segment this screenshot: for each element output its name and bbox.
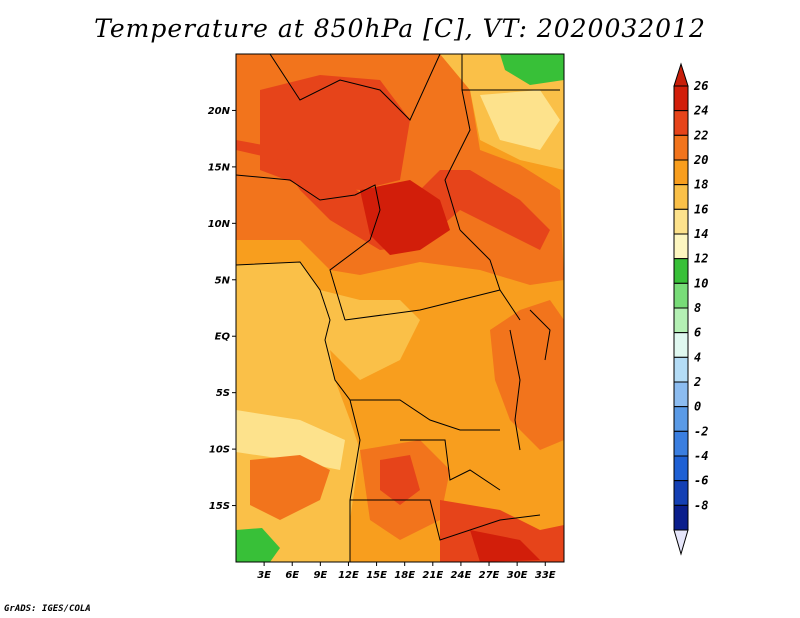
colorbar-segment [673, 307, 689, 334]
border-rift [509, 329, 521, 451]
colorbar-segment [673, 85, 689, 112]
map-title: Temperature at 850hPa [C], VT: 202003201… [94, 14, 706, 43]
colorbar-segment [673, 208, 689, 235]
colorbar-label: 4 [694, 350, 701, 364]
field-se-hot [440, 500, 564, 562]
field-ne-pale [480, 90, 560, 150]
lat-tick-label: 10N [208, 219, 231, 230]
lon-tick-label: 21E [422, 570, 443, 581]
colorbar-segment [673, 282, 689, 309]
field-north-hottest [360, 180, 450, 255]
lon-tick-label: 12E [338, 570, 359, 581]
latitude-axis: 20N 15N 10N 5N EQ 5S 10S 15S [208, 106, 236, 512]
colorbar-label: 0 [694, 400, 701, 414]
colorbar-label: -8 [694, 498, 708, 512]
lat-tick-label: 15S [209, 501, 230, 512]
colorbar-segment [673, 406, 689, 432]
colorbar-segment [673, 233, 689, 260]
colorbar-label: 18 [694, 178, 708, 192]
field-ne-green [500, 54, 564, 85]
lat-tick-label: 5S [216, 388, 230, 399]
colorbar-label: 6 [694, 326, 701, 340]
lon-tick-label: 24E [451, 570, 472, 581]
field-sw-green [236, 528, 280, 562]
colorbar-label: 20 [693, 153, 708, 167]
colorbar-label: 22 [693, 128, 708, 142]
lon-tick-label: 27E [479, 570, 500, 581]
colorbar-segment [673, 258, 689, 284]
colorbar-top-triangle [673, 62, 689, 87]
colorbar-segment [673, 184, 689, 210]
lon-tick-label: 6E [285, 570, 299, 581]
coastline [236, 261, 361, 562]
longitude-axis: 3E 6E 9E 12E 15E 18E 21E 24E 27E 30E 33E [257, 562, 556, 581]
lon-tick-label: 18E [394, 570, 415, 581]
colorbar-label: 10 [694, 276, 708, 290]
field-north-hot-1 [260, 75, 410, 190]
colorbar-label: 24 [693, 104, 708, 118]
map-frame [235, 53, 565, 563]
country-boundaries [236, 54, 560, 562]
colorbar-label: -4 [694, 449, 708, 463]
border-drc-angola [350, 399, 500, 431]
lon-tick-label: 3E [257, 570, 271, 581]
colorbar-segment [673, 381, 689, 408]
lon-tick-label: 9E [313, 570, 327, 581]
border-south [350, 499, 541, 541]
colorbar-segment [673, 455, 689, 482]
border-car [344, 289, 501, 321]
colorbar-bottom-triangle [673, 529, 689, 556]
colorbar-label: -6 [694, 474, 708, 488]
lat-tick-label: 10S [209, 445, 230, 456]
field-south-hot [380, 455, 420, 505]
colorbar-segment [673, 332, 689, 358]
border-niger-nigeria [236, 174, 381, 241]
lat-tick-label: 15N [208, 162, 231, 173]
border-north-1 [269, 54, 441, 121]
border-chad-sudan [444, 89, 471, 231]
colorbar-label: 8 [694, 301, 701, 315]
lat-tick-label: EQ [215, 332, 231, 343]
field-central-light [320, 290, 420, 380]
colorbar-segment [673, 480, 689, 506]
field-east-warm [490, 300, 564, 450]
colorbar-segment [673, 159, 689, 186]
colorbar-label: 26 [693, 79, 708, 93]
colorbar-segment [673, 504, 689, 531]
field-west-pale [236, 410, 345, 470]
temperature-field [236, 54, 564, 562]
colorbar-label: 16 [694, 202, 708, 216]
lon-tick-label: 33E [535, 570, 556, 581]
border-zambia [400, 439, 501, 491]
colorbar-label: 14 [694, 227, 708, 241]
colorbar-segment [673, 134, 689, 161]
colorbar-segment [673, 430, 689, 457]
lat-tick-label: 5N [215, 275, 231, 286]
colorbar-segment [673, 110, 689, 136]
colorbar-label: 12 [694, 252, 708, 266]
field-north-hot-2 [236, 140, 550, 250]
lat-tick-label: 20N [208, 106, 231, 117]
credit-label: GrADS: IGES/COLA [4, 604, 91, 614]
colorbar-segment [673, 356, 689, 383]
colorbar-label: -2 [694, 424, 708, 438]
border-south-sudan [459, 229, 521, 321]
border-uganda [529, 309, 551, 361]
lon-tick-label: 15E [366, 570, 387, 581]
field-west-warm [250, 455, 330, 520]
lon-tick-label: 30E [507, 570, 528, 581]
colorbar-label: 2 [693, 375, 701, 389]
field-se-hottest [470, 530, 540, 562]
border-cameroon [329, 239, 371, 321]
